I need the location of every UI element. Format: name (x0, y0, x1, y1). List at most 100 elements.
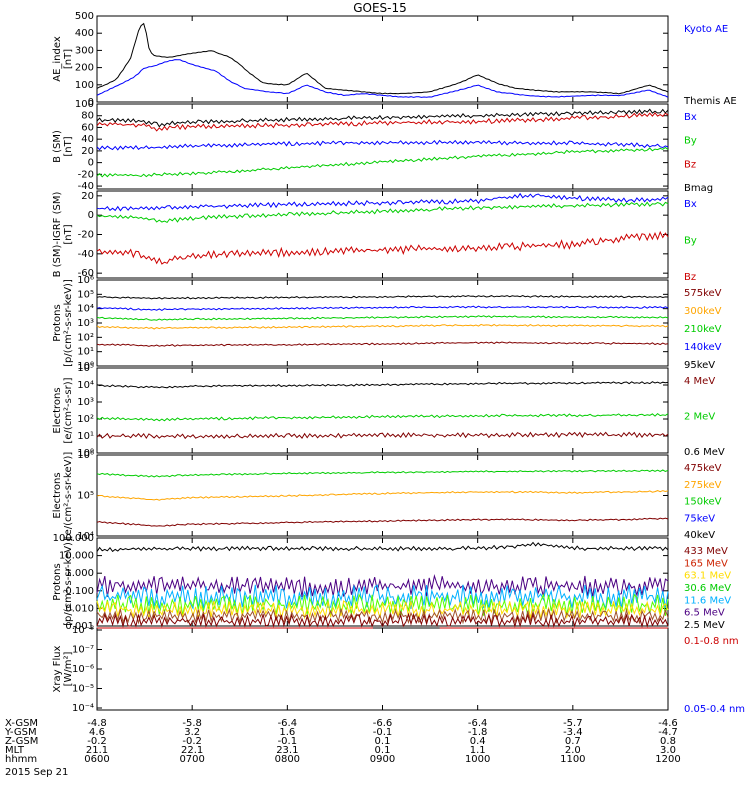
y-tick-label: 0 (88, 210, 94, 221)
ephem-value: 1000 (465, 754, 490, 765)
ephem-value: 2.0 (565, 745, 581, 756)
panel-5: 10⁰ 10¹ 10² 10³ 10⁴ 10⁵ Electrons [e/(cm²-s-sr)… (52, 363, 725, 459)
y-tick-label: 10⁵ (77, 491, 94, 502)
legend-entry: 0.1-0.8 nm (684, 636, 739, 647)
ephem-row-label: Z-GSM (5, 736, 38, 747)
legend-entry: 165 MeV (684, 558, 728, 569)
ephem-value: 21.1 (86, 745, 108, 756)
ephem-value: 4.6 (89, 727, 105, 738)
legend-entry: Bz (684, 159, 696, 170)
y-tick-label: 0.100 (65, 586, 94, 597)
series-line-63.1-MeV (96, 584, 669, 611)
ephem-value: 0.8 (660, 736, 676, 747)
ephem-value: -6.6 (373, 718, 393, 729)
ephem-value: 22.1 (181, 745, 203, 756)
ephem-value: 0.4 (470, 736, 486, 747)
panel-3: -60 -40 -20 0 20 B (SM)-IGRF (SM) [nT] Bx By Bz (52, 190, 697, 283)
y-tick-label: 500 (75, 11, 94, 22)
series-line-Bmag (96, 108, 669, 128)
legend-entry: 150keV (684, 497, 722, 508)
series-line-475keV (96, 517, 669, 527)
ephem-value: -3.4 (563, 727, 583, 738)
legend-entry: 575keV (684, 288, 722, 299)
ephem-value: -6.4 (278, 718, 298, 729)
legend-entry: By (684, 136, 697, 147)
series-line-30.6-MeV (96, 593, 669, 616)
series-line-Bx (96, 139, 669, 151)
ephem-value: 0.1 (375, 736, 391, 747)
ephem-value: 0600 (84, 754, 109, 765)
series-line-210keV (96, 315, 669, 321)
series-line-575keV (96, 341, 669, 347)
y-tick-label: 10⁵ (77, 363, 94, 374)
series-line-Kyoto-AE (96, 59, 669, 98)
ephem-row-label: hhmm (5, 754, 37, 765)
legend-entry: Bz (684, 272, 696, 283)
legend-entry: 210keV (684, 324, 722, 335)
y-tick-label: 200 (75, 63, 94, 74)
ephem-value: -4.8 (87, 718, 107, 729)
series-line-Themis-AE (96, 22, 669, 95)
y-axis-label: B (SM) (52, 130, 63, 163)
y-axis-label: [nT] (63, 224, 74, 244)
y-tick-label: 20 (81, 146, 94, 157)
y-tick-label: 10² (77, 332, 94, 343)
y-tick-label: 10¹ (77, 347, 94, 358)
y-tick-label: -20 (78, 169, 94, 180)
y-axis-label: [p/(cm²-s-sr-keV)] (63, 279, 74, 367)
ephem-value: 0.1 (375, 745, 391, 756)
legend-entry: By (684, 236, 697, 247)
series-line-2-MeV (96, 412, 669, 422)
ephem-value: 1200 (655, 754, 680, 765)
ephem-value: -0.1 (278, 736, 298, 747)
legend-entry: 63.1 MeV (684, 571, 731, 582)
y-tick-label: 10⁴ (77, 531, 94, 542)
y-tick-label: 40 (81, 134, 94, 145)
ephem-row-label: Y-GSM (4, 727, 37, 738)
y-tick-label: 10¹ (77, 431, 94, 442)
y-tick-label: 10⁻⁴ (72, 703, 94, 714)
y-tick-label: 10⁵ (77, 289, 94, 300)
panel-7: 0.001 0.010 0.100 1.000 10.000 100.000 Protons… (52, 533, 731, 632)
legend-entry: Kyoto AE (684, 24, 728, 35)
series-line-275keV (96, 490, 669, 501)
date-label: 2015 Sep 21 (5, 767, 68, 778)
ephem-value: -6.4 (468, 718, 488, 729)
y-axis-label: [p/(cm²-s-sr-keV)] (63, 538, 74, 626)
ephem-value: 0700 (179, 754, 204, 765)
panel-4: 10⁰ 10¹ 10² 10³ 10⁴ 10⁵ 10⁶ Protons [p/(cm²-s-sr… (52, 275, 722, 372)
y-axis-label: [nT] (63, 49, 74, 69)
legend-entry: 75keV (684, 513, 715, 524)
y-tick-label: 100.000 (53, 533, 94, 544)
panel-frame (96, 454, 669, 537)
y-tick-label: 10.000 (59, 551, 94, 562)
series-line-6.5-MeV (96, 607, 669, 625)
y-axis-label: B (SM)-IGRF (SM) (52, 192, 63, 278)
ephem-value: 1.6 (279, 727, 295, 738)
panel-6: 10⁴ 10⁵ 10⁶ Electrons [e/(cm²-s-sr-keV)] 475k… (52, 450, 722, 542)
y-tick-label: 10³ (77, 318, 94, 329)
legend-entry: 300keV (684, 306, 722, 317)
series-line-150keV (96, 469, 669, 478)
ephem-value: 3.0 (660, 745, 676, 756)
legend-entry: 6.5 MeV (684, 608, 725, 619)
legend-entry: 275keV (684, 480, 722, 491)
legend-entry: 30.6 MeV (684, 583, 731, 594)
ephem-row-label: X-GSM (5, 718, 38, 729)
series-line-140keV (96, 305, 669, 311)
ephem-value: -4.6 (658, 718, 678, 729)
ephem-row-label: MLT (5, 745, 25, 756)
ephem-value: 1100 (560, 754, 585, 765)
y-tick-label: 80 (81, 111, 94, 122)
y-tick-label: 10⁶ (77, 450, 94, 461)
y-axis-label: [e/(cm²-s-sr)] (63, 377, 74, 443)
y-axis-label: AE_index (52, 36, 63, 82)
y-tick-label: 10⁰ (77, 448, 94, 459)
y-tick-label: 10⁻⁵ (72, 684, 94, 695)
series-line-165-MeV (96, 574, 669, 598)
panel-frame (96, 367, 669, 454)
legend-entry: 0.6 MeV (684, 447, 725, 458)
ephem-value: 0800 (275, 754, 300, 765)
